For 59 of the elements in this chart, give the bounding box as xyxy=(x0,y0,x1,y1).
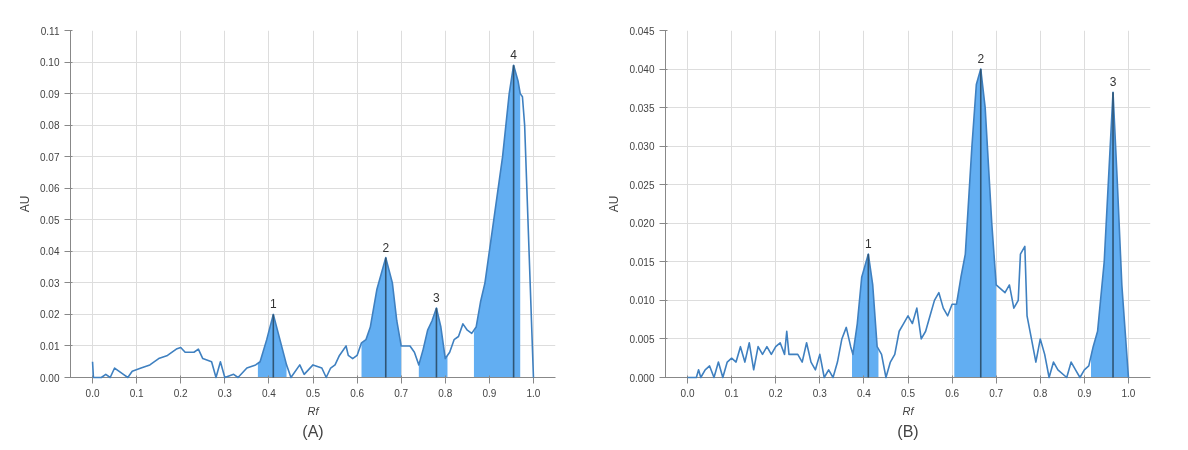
y-tick-label: 0.010 xyxy=(629,295,655,307)
y-tick-label: 0.10 xyxy=(40,57,60,69)
x-axis-title: Rf xyxy=(307,404,320,417)
x-tick-label: 0.5 xyxy=(306,387,321,399)
x-tick-label: 0.8 xyxy=(1033,387,1048,399)
y-tick-label: 0.03 xyxy=(40,277,60,289)
x-tick-label: 0.4 xyxy=(856,387,872,399)
x-tick-label: 0.2 xyxy=(173,387,189,399)
y-axis-title: AU xyxy=(18,195,33,213)
x-tick-label: 0.9 xyxy=(482,387,497,399)
annotation: 2 xyxy=(977,52,985,67)
annotation: 4 xyxy=(510,48,518,63)
x-tick-label: 0.5 xyxy=(901,387,916,399)
y-axis-title: AU xyxy=(607,195,622,213)
y-tick-label: 0.035 xyxy=(629,102,655,114)
y-tick-label: 0.01 xyxy=(40,340,60,352)
x-tick-label: 0.6 xyxy=(945,387,960,399)
y-tick-label: 0.000 xyxy=(629,372,655,384)
annotation: 3 xyxy=(433,291,441,306)
y-tick-label: 0.09 xyxy=(40,88,60,100)
x-tick-label: 1.0 xyxy=(526,387,541,399)
annotation: 3 xyxy=(1109,75,1117,90)
y-tick-label: 0.02 xyxy=(40,309,60,321)
x-axis-title: Rf xyxy=(902,404,915,417)
annotation: 2 xyxy=(382,240,390,255)
y-tick-label: 0.025 xyxy=(629,179,655,191)
y-tick-label: 0.005 xyxy=(629,333,655,345)
y-tick-label: 0.07 xyxy=(40,151,60,163)
x-tick-label: 0.3 xyxy=(217,387,233,399)
x-tick-label: 0.3 xyxy=(812,387,828,399)
x-tick-label: 0.0 xyxy=(680,387,695,399)
y-tick-label: 0.06 xyxy=(40,183,60,195)
line-series xyxy=(686,68,1130,379)
y-tick-label: 0.05 xyxy=(40,214,60,226)
line-series xyxy=(91,64,535,379)
y-tick-label: 0.04 xyxy=(40,246,60,258)
x-tick-label: 0.9 xyxy=(1077,387,1092,399)
x-tick-label: 0.6 xyxy=(350,387,365,399)
x-tick-label: 0.7 xyxy=(989,387,1004,399)
x-tick-label: 0.7 xyxy=(394,387,409,399)
x-tick-label: 0.4 xyxy=(261,387,277,399)
x-tick-label: 0.1 xyxy=(129,387,145,399)
y-tick-label: 0.045 xyxy=(629,25,655,37)
x-tick-label: 0.2 xyxy=(768,387,784,399)
y-tick-label: 0.00 xyxy=(40,372,60,384)
text: (A) xyxy=(302,422,324,440)
y-tick-label: 0.08 xyxy=(40,120,60,132)
y-tick-label: 0.015 xyxy=(629,256,655,268)
x-tick-label: 0.8 xyxy=(438,387,453,399)
text: (B) xyxy=(897,422,919,440)
annotation: 1 xyxy=(269,297,277,312)
x-tick-label: 1.0 xyxy=(1121,387,1136,399)
y-tick-label: 0.040 xyxy=(629,64,655,76)
annotation: 1 xyxy=(864,237,872,252)
y-tick-label: 0.020 xyxy=(629,218,655,230)
y-tick-label: 0.11 xyxy=(40,25,60,37)
x-tick-label: 0.0 xyxy=(85,387,100,399)
y-tick-label: 0.030 xyxy=(629,141,655,153)
x-tick-label: 0.1 xyxy=(724,387,740,399)
